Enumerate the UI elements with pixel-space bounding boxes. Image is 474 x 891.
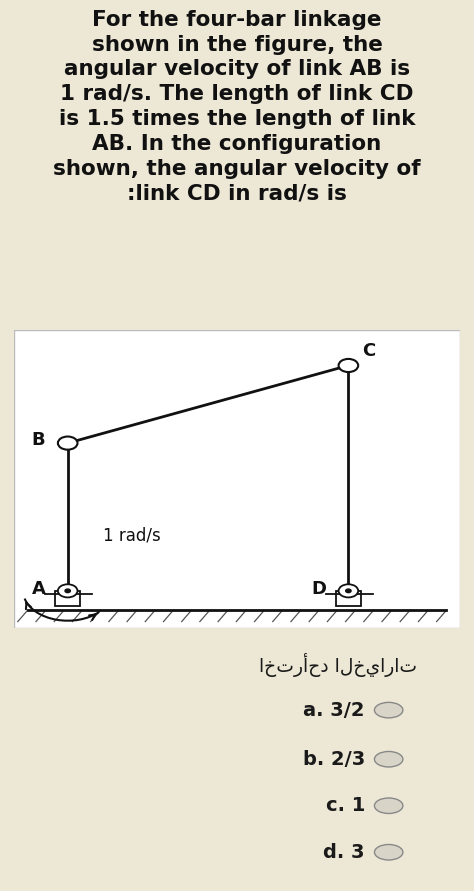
Text: a. 3/2: a. 3/2 [303,700,365,720]
Text: اخترأحد الخيارات: اخترأحد الخيارات [259,653,417,677]
Text: 1 rad/s: 1 rad/s [103,527,161,544]
Circle shape [374,702,403,718]
Circle shape [65,589,70,593]
Text: c. 1: c. 1 [326,797,365,815]
Circle shape [374,751,403,767]
Circle shape [346,589,351,593]
Circle shape [338,584,358,597]
Text: C: C [362,341,375,359]
Text: B: B [32,431,46,449]
Circle shape [374,845,403,860]
Bar [55,591,80,606]
Bar [336,591,361,606]
Text: b. 2/3: b. 2/3 [303,749,365,769]
Circle shape [338,359,358,372]
Text: d. 3: d. 3 [323,843,365,862]
Circle shape [374,798,403,813]
Text: A: A [32,580,46,599]
Circle shape [58,437,77,450]
Text: For the four-bar linkage
shown in the figure, the
angular velocity of link AB is: For the four-bar linkage shown in the fi… [53,10,421,203]
Circle shape [58,584,77,597]
Text: D: D [311,580,326,599]
